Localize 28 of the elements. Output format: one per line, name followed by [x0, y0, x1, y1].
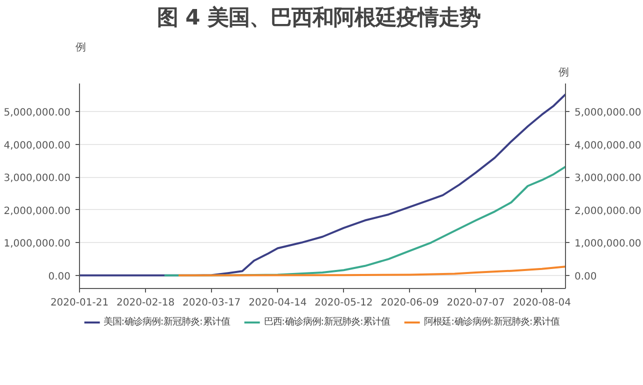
- x-tick-label: 2020-04-14: [248, 298, 307, 308]
- y2-tick-label: 4,000,000.00: [574, 140, 642, 152]
- x-tick-label: 2020-03-17: [182, 298, 241, 308]
- chart-title: 图 4 美国、巴西和阿根廷疫情走势: [156, 6, 481, 30]
- y-tick-label: 5,000,000.00: [4, 108, 70, 119]
- y-tick-label: 2,000,000.00: [4, 206, 70, 217]
- y-tick-label: 4,000,000.00: [4, 140, 70, 152]
- x-tick-label: 2020-01-21: [50, 298, 109, 308]
- y-axis-title: 例: [76, 40, 86, 54]
- line-series: [178, 266, 566, 276]
- y2-tick-label: 3,000,000.00: [574, 173, 642, 184]
- y2-tick-label: 0.00: [574, 271, 597, 282]
- y2-tick-label: 1,000,000.00: [574, 238, 642, 250]
- x-tick-label: 2020-06-09: [380, 298, 439, 308]
- x-tick-label: 2020-02-18: [116, 298, 175, 308]
- y2-tick-label: 2,000,000.00: [574, 206, 642, 217]
- x-tick-label: 2020-05-12: [314, 298, 373, 308]
- y2-tick-label: 5,000,000.00: [574, 108, 642, 119]
- line-series: [80, 93, 566, 276]
- legend-label: 阿根廷:确诊病例:新冠肺炎:累计值: [424, 316, 560, 328]
- y-tick-label: 3,000,000.00: [4, 173, 70, 184]
- y2-axis-title: 例: [558, 66, 570, 78]
- x-tick-label: 2020-08-04: [512, 298, 571, 308]
- legend-label: 巴西:确诊病例:新冠肺炎:累计值: [264, 316, 390, 328]
- legend-label: 美国:确诊病例:新冠肺炎:累计值: [103, 316, 230, 328]
- y-tick-label: 0.00: [48, 271, 70, 282]
- x-tick-label: 2020-07-07: [446, 298, 505, 308]
- y-tick-label: 1,000,000.00: [4, 238, 70, 250]
